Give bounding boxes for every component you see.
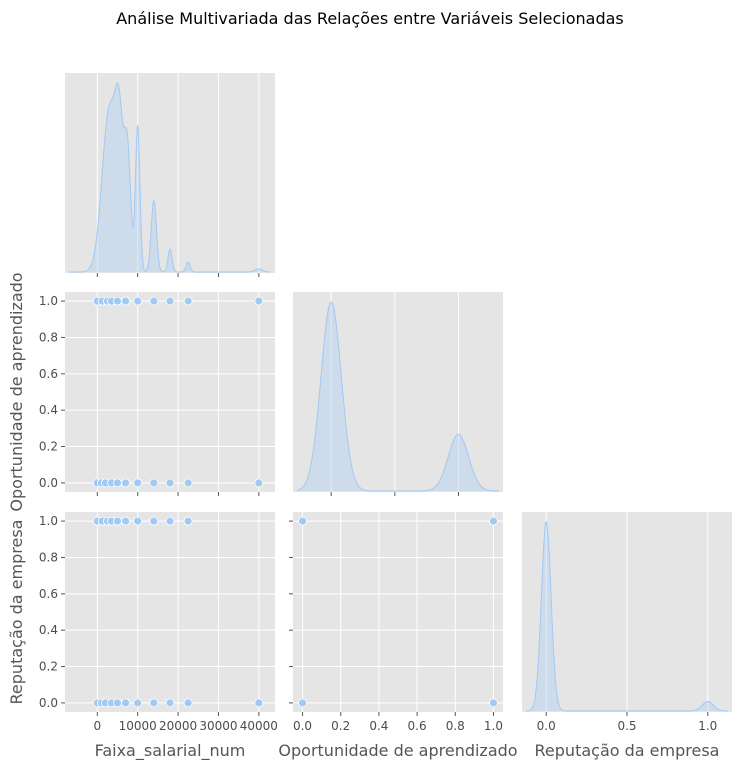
panel-background	[65, 292, 275, 492]
scatter-panel-oportunidade-de-aprendizado-vs-faixa-salarial-num: 0.0 0.2 0.4 0.6 0.8 1.0	[39, 292, 275, 496]
x-tick-label: 10000	[119, 719, 157, 733]
scatter-point	[183, 516, 193, 526]
scatter-point	[183, 296, 193, 306]
kde-area	[69, 83, 271, 272]
scatter-point	[254, 296, 264, 306]
kde-line	[526, 520, 728, 712]
scatter-point	[165, 698, 175, 708]
scatter-point	[149, 296, 159, 306]
scatter-point	[113, 698, 122, 708]
scatter-point	[165, 516, 175, 526]
scatter-point	[121, 516, 130, 526]
y-tick-label: 0.2	[39, 440, 58, 454]
x-tick-label: 0.4	[369, 719, 388, 733]
y-tick-label: 0.6	[39, 587, 58, 601]
panel-background	[293, 512, 503, 712]
scatter-point	[121, 698, 130, 708]
x-tick-label: 20000	[159, 719, 197, 733]
kde-panel-faixa-salarial-num	[65, 73, 275, 277]
y-tick-label: 0.0	[39, 476, 58, 490]
x-tick-label: 0.0	[293, 719, 312, 733]
scatter-point	[121, 478, 130, 488]
y-tick-label: 1.0	[39, 514, 58, 528]
x-tick-label: 0.6	[408, 719, 427, 733]
scatter-point	[489, 516, 498, 526]
scatter-point	[489, 698, 498, 708]
scatter-point	[254, 698, 264, 708]
scatter-point	[298, 516, 307, 526]
x-tick-label: 30000	[199, 719, 237, 733]
scatter-point	[298, 698, 307, 708]
kde-line	[297, 301, 499, 492]
scatter-panel-reputacao-da-empresa-vs-oportunidade-de-aprendizado: 0.0 0.2 0.4 0.6 0.8 1.0	[289, 512, 503, 733]
kde-area	[297, 302, 499, 491]
scatter-point	[113, 296, 122, 306]
x-tick-label: 0	[93, 719, 101, 733]
x-axis-label-faixa-salarial-num: Faixa_salarial_num	[95, 741, 246, 761]
scatter-point	[121, 296, 130, 306]
x-tick-label: 0.8	[446, 719, 465, 733]
y-tick-label: 0.4	[39, 403, 58, 417]
scatter-point	[165, 296, 175, 306]
y-tick-label: 0.0	[39, 696, 58, 710]
y-tick-label: 0.6	[39, 367, 58, 381]
scatter-point	[165, 478, 175, 488]
scatter-point	[149, 516, 159, 526]
y-tick-label: 0.8	[39, 550, 58, 564]
kde-panel-oportunidade-de-aprendizado	[293, 292, 503, 496]
kde-panel-reputacao-da-empresa: 0.0 0.5 1.0	[522, 512, 732, 733]
x-tick-label: 40000	[240, 719, 278, 733]
figure-title: Análise Multivariada das Relações entre …	[116, 9, 624, 28]
panel-background	[65, 512, 275, 712]
x-tick-label: 1.0	[698, 719, 717, 733]
y-tick-label: 0.8	[39, 330, 58, 344]
x-tick-label: 0.0	[537, 719, 556, 733]
y-tick-label: 1.0	[39, 294, 58, 308]
kde-area	[526, 522, 728, 711]
kde-line	[69, 82, 271, 273]
scatter-point	[113, 516, 122, 526]
scatter-point	[133, 698, 143, 708]
scatter-point	[183, 698, 193, 708]
x-axis-label-oportunidade-de-aprendizado: Oportunidade de aprendizado	[278, 741, 517, 760]
scatter-point	[133, 296, 143, 306]
panel-background	[293, 292, 503, 492]
scatter-point	[149, 478, 159, 488]
scatter-point	[149, 698, 159, 708]
x-tick-label: 1.0	[484, 719, 503, 733]
scatter-point	[183, 478, 193, 488]
scatter-point	[113, 478, 122, 488]
scatter-point	[133, 478, 143, 488]
y-tick-label: 0.2	[39, 660, 58, 674]
y-tick-label: 0.4	[39, 623, 58, 637]
x-tick-label: 0.2	[331, 719, 350, 733]
y-axis-label-reputacao-da-empresa: Reputação da empresa	[7, 520, 26, 705]
scatter-panel-reputacao-da-empresa-vs-faixa-salarial-num: 0.0 0.2 0.4 0.6 0.8 1.0 0 10000 20000 30000 40000	[39, 512, 278, 733]
x-axis-label-reputacao-da-empresa: Reputação da empresa	[535, 741, 720, 760]
scatter-point	[133, 516, 143, 526]
y-axis-label-oportunidade-de-aprendizado: Oportunidade de aprendizado	[7, 272, 26, 511]
x-tick-label: 0.5	[617, 719, 636, 733]
panel-background	[65, 73, 275, 273]
scatter-point	[254, 478, 264, 488]
